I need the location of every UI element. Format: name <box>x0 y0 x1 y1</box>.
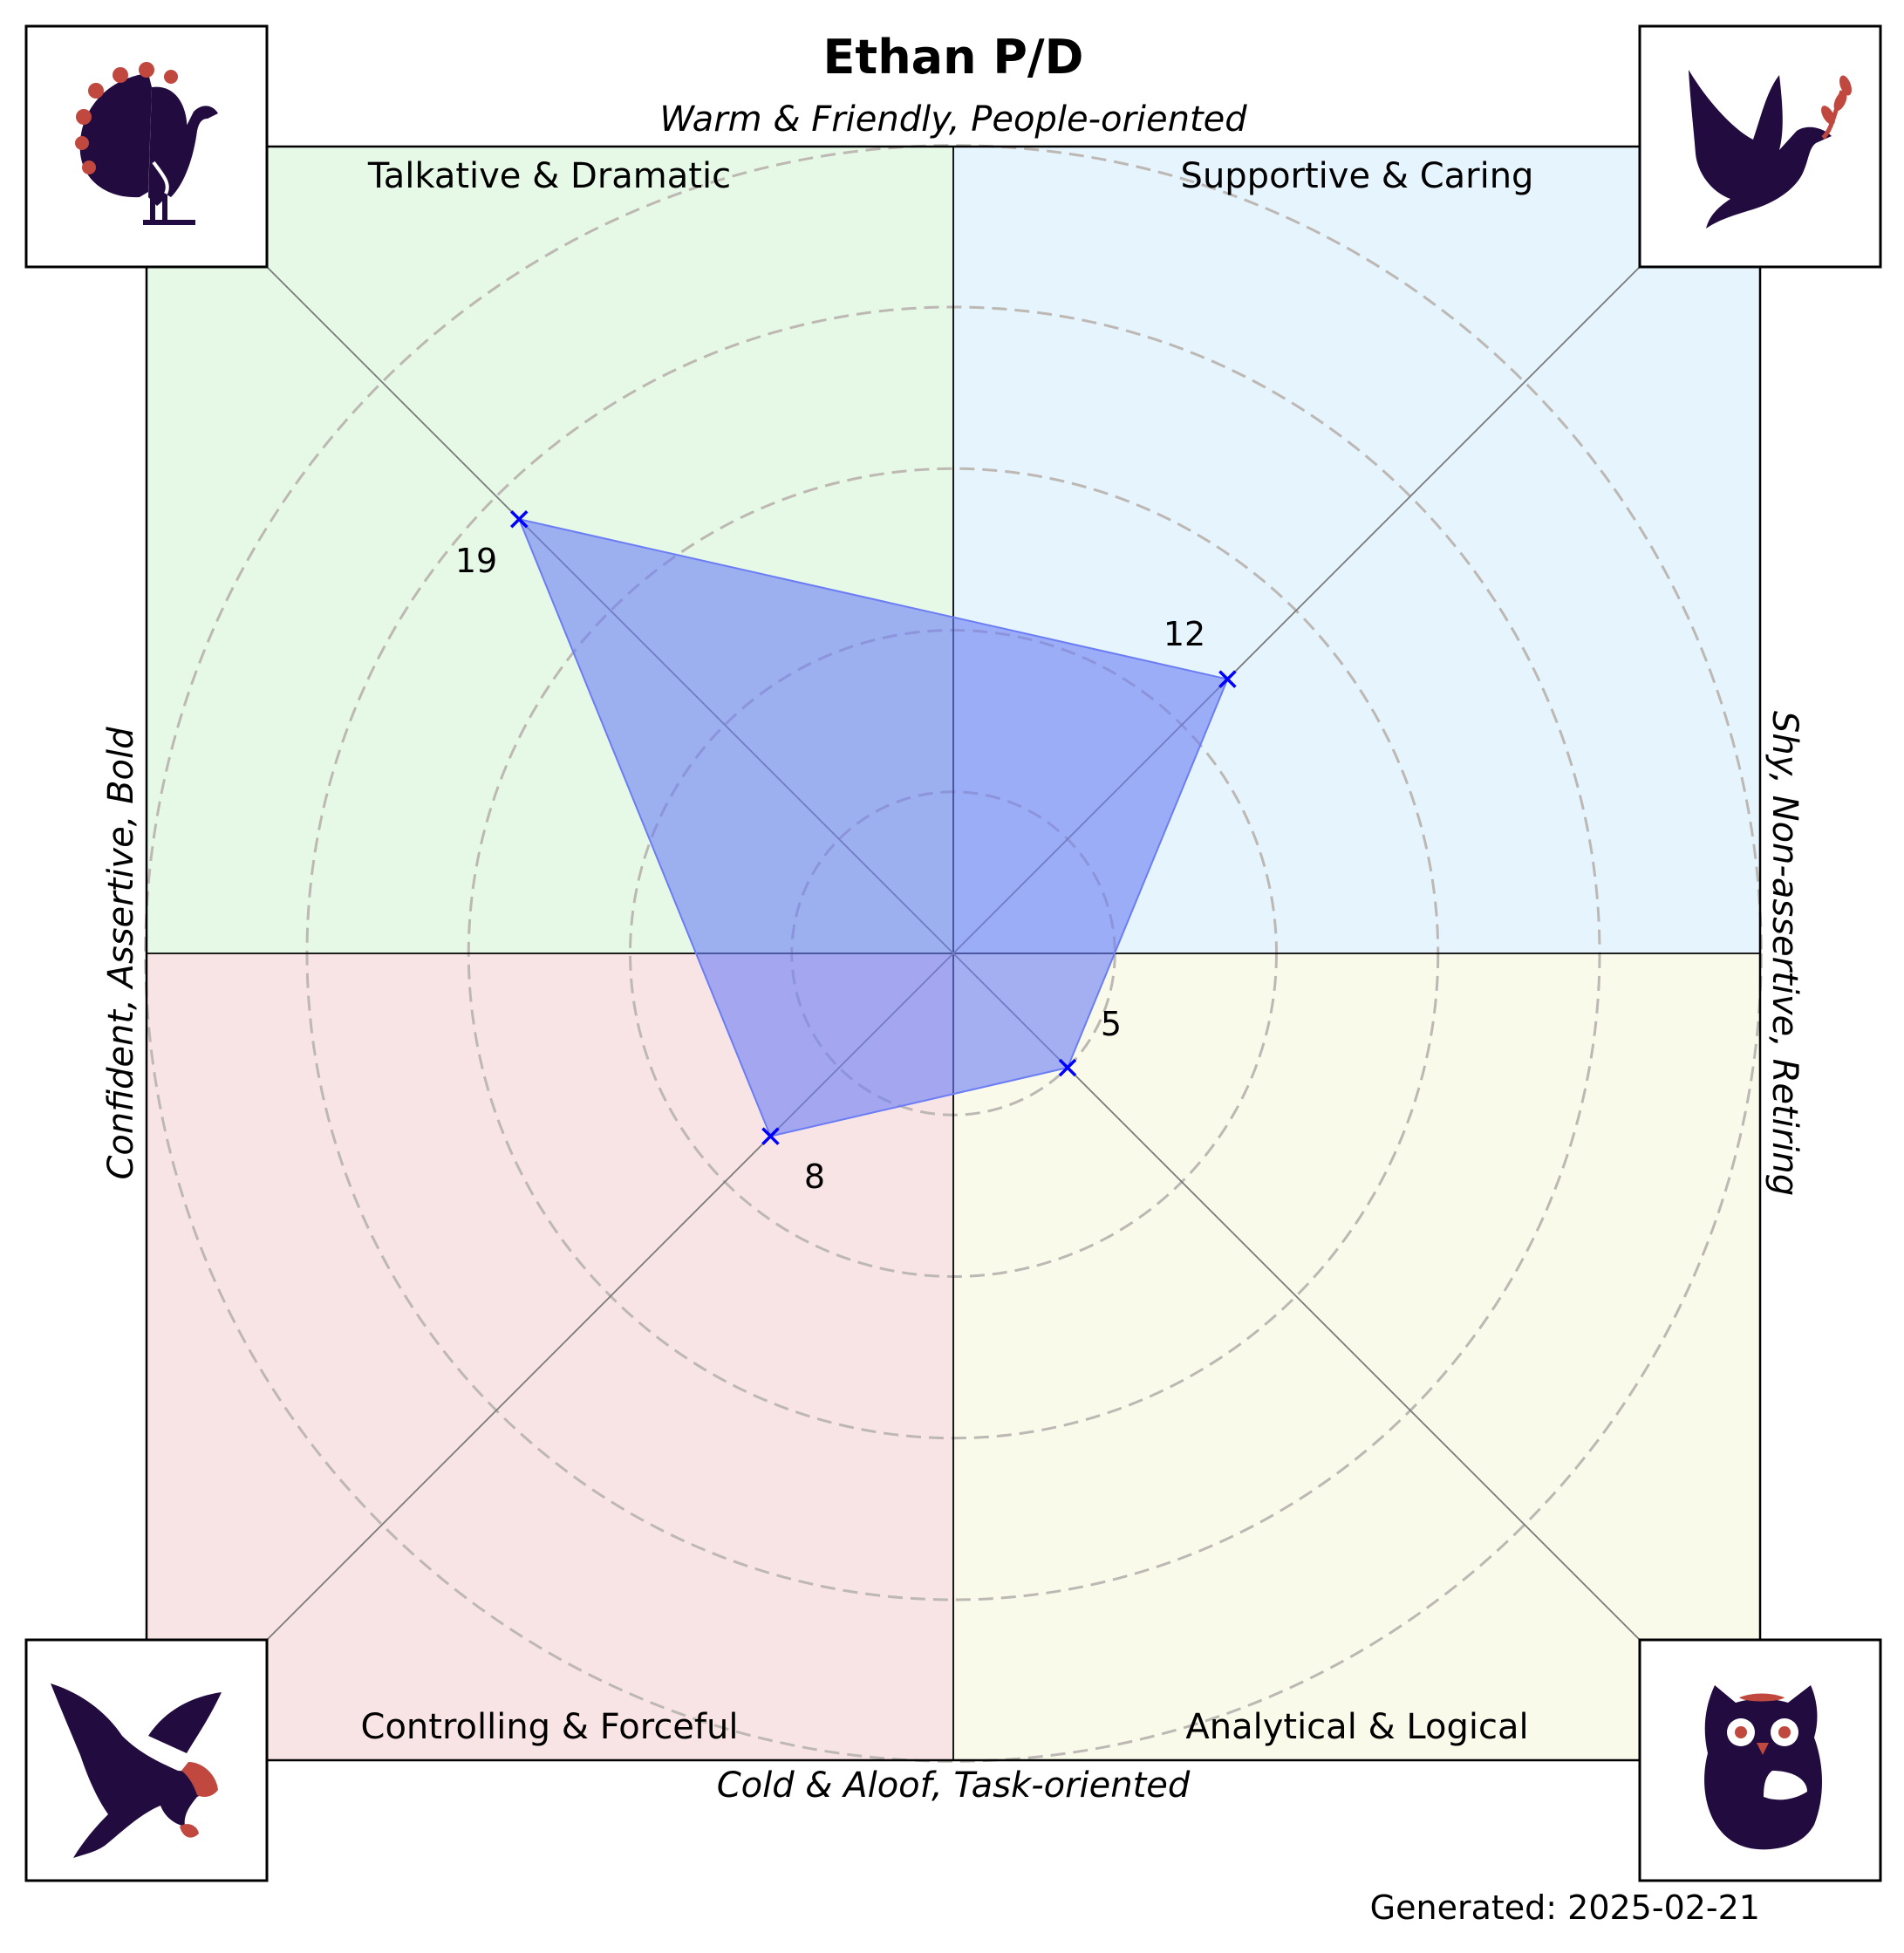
quadrant-label-supportive: Supportive & Caring <box>1181 156 1534 196</box>
value-label-analytical: 5 <box>1101 1005 1122 1043</box>
value-label-talkative: 19 <box>455 542 497 580</box>
plot-frame <box>145 145 1762 1762</box>
quadrant-label-analytical: Analytical & Logical <box>1185 1707 1528 1747</box>
generated-date: Generated: 2025-02-21 <box>1370 1888 1760 1927</box>
data-point-supportive <box>1218 670 1237 688</box>
data-point-talkative <box>509 509 529 529</box>
data-series <box>509 509 1237 1145</box>
data-point-controlling <box>761 1127 780 1145</box>
axis-label-bottom: Cold & Aloof, Task-oriented <box>717 1765 1191 1806</box>
quadrant-label-controlling: Controlling & Forceful <box>361 1707 739 1747</box>
data-point-analytical <box>1058 1058 1077 1077</box>
axis-label-top: Warm & Friendly, People-oriented <box>659 99 1247 140</box>
peacock-icon <box>24 24 269 269</box>
value-label-controlling: 8 <box>804 1157 825 1196</box>
owl-icon <box>1638 1638 1882 1882</box>
value-label-supportive: 12 <box>1164 615 1205 653</box>
dove-icon <box>1638 24 1882 269</box>
axis-label-right: Shy, Non-assertive, Retiring <box>1764 711 1805 1196</box>
chart-title: Ethan P/D <box>823 30 1084 85</box>
eagle-icon <box>24 1638 269 1882</box>
quadrant-label-talkative: Talkative & Dramatic <box>367 156 731 196</box>
axis-label-left: Confident, Assertive, Bold <box>101 727 141 1180</box>
